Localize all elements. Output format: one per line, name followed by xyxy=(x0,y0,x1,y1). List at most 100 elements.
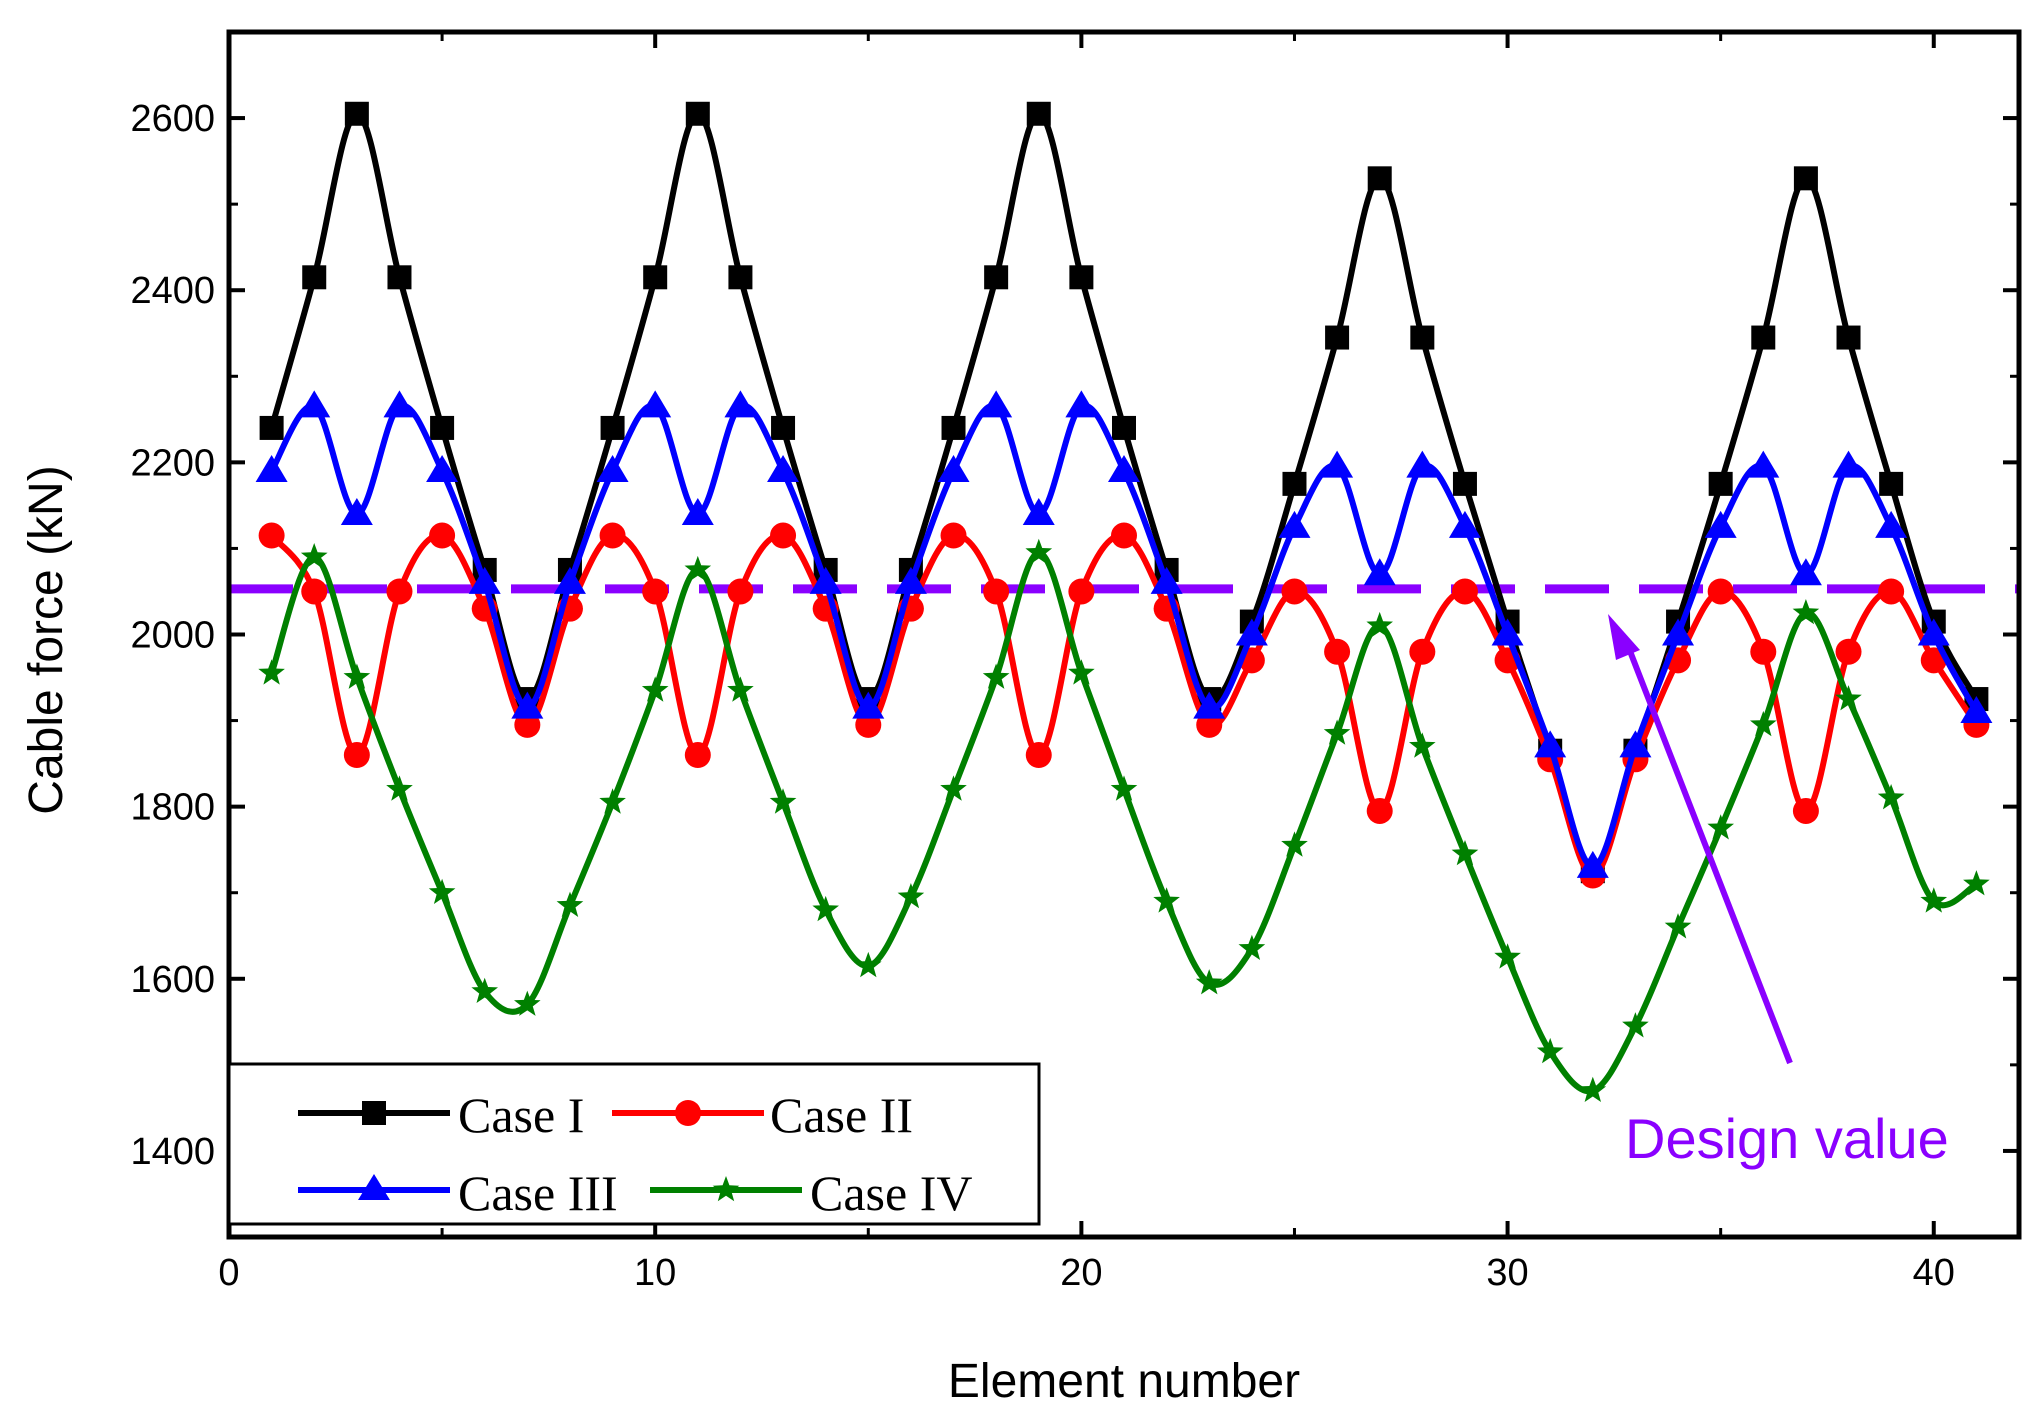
point-case-i-20 xyxy=(1069,265,1094,290)
point-case-iv-41 xyxy=(1963,870,1990,896)
legend-entry-case-i: Case I xyxy=(298,1087,584,1143)
point-case-iv-34 xyxy=(1664,913,1692,939)
point-case-i-10 xyxy=(643,265,668,290)
point-case-iv-18 xyxy=(982,663,1010,689)
point-case-ii-10 xyxy=(642,578,669,605)
point-case-iii-25 xyxy=(1278,510,1311,538)
point-case-i-21 xyxy=(1112,415,1136,440)
point-case-iv-5 xyxy=(428,878,456,904)
point-case-iii-14 xyxy=(809,566,842,594)
point-case-i-11 xyxy=(685,101,710,126)
point-case-iv-4 xyxy=(386,775,413,801)
point-case-i-39 xyxy=(1879,471,1904,496)
point-case-iii-16 xyxy=(894,566,927,594)
x-tick-label: 20 xyxy=(1060,1252,1102,1294)
point-case-ii-5 xyxy=(429,522,456,549)
legend-marker-case-iv xyxy=(712,1176,740,1202)
point-case-i-18 xyxy=(984,265,1009,290)
x-tick-label: 10 xyxy=(634,1252,676,1294)
series-case-i xyxy=(259,101,1989,884)
design-value-arrow-head xyxy=(1608,614,1640,660)
point-case-iv-20 xyxy=(1068,659,1095,685)
point-case-i-13 xyxy=(771,415,796,440)
point-case-i-17 xyxy=(941,415,966,440)
x-tick-label: 0 xyxy=(218,1252,239,1294)
legend-entry-case-iii: Case III xyxy=(298,1165,618,1221)
point-case-iv-2 xyxy=(300,543,328,569)
point-case-iii-15 xyxy=(852,691,885,719)
point-case-iii-20 xyxy=(1065,390,1098,418)
point-case-ii-25 xyxy=(1281,578,1308,605)
point-case-iv-37 xyxy=(1792,599,1820,625)
point-case-i-36 xyxy=(1751,325,1776,350)
point-case-iii-40 xyxy=(1917,618,1950,646)
y-tick-label: 2000 xyxy=(130,615,215,657)
point-case-iv-7 xyxy=(514,990,541,1016)
point-case-iii-12 xyxy=(724,390,757,418)
legend-marker-case-ii xyxy=(675,1100,701,1126)
point-case-iii-34 xyxy=(1662,618,1695,646)
point-case-iii-29 xyxy=(1448,510,1481,538)
point-case-iv-14 xyxy=(812,895,839,922)
point-case-iii-18 xyxy=(980,390,1013,418)
legend-label-case-iii: Case III xyxy=(458,1165,618,1221)
y-tick-label: 2400 xyxy=(130,270,215,312)
point-case-iii-8 xyxy=(553,566,586,594)
point-case-i-29 xyxy=(1452,471,1477,496)
point-case-iv-15 xyxy=(855,951,882,978)
point-case-iv-33 xyxy=(1622,1012,1649,1038)
point-case-iv-11 xyxy=(684,555,712,582)
point-case-ii-36 xyxy=(1750,638,1777,665)
point-case-ii-38 xyxy=(1835,638,1862,665)
point-case-iii-23 xyxy=(1193,691,1226,719)
y-axis-title: Cable force (kN) xyxy=(20,465,73,814)
legend-marker-case-iii xyxy=(358,1174,390,1200)
point-case-iv-36 xyxy=(1750,710,1777,737)
point-case-iii-10 xyxy=(639,390,672,418)
point-case-iii-13 xyxy=(767,454,800,482)
point-case-i-3 xyxy=(344,101,369,126)
point-case-iii-19 xyxy=(1022,498,1055,525)
y-tick-label: 1400 xyxy=(130,1131,215,1173)
point-case-iii-37 xyxy=(1789,558,1822,586)
point-case-i-5 xyxy=(430,415,455,440)
design-value-arrow-shaft xyxy=(1625,644,1793,1065)
point-case-i-25 xyxy=(1282,471,1307,496)
point-case-iv-16 xyxy=(897,883,925,909)
point-case-iv-22 xyxy=(1153,887,1180,913)
point-case-iii-4 xyxy=(383,390,416,418)
point-case-ii-20 xyxy=(1068,578,1095,605)
point-case-iii-33 xyxy=(1619,730,1652,758)
x-tick-label: 30 xyxy=(1486,1252,1528,1294)
point-case-iv-10 xyxy=(641,676,669,702)
point-case-iii-38 xyxy=(1832,450,1865,478)
point-case-ii-2 xyxy=(301,578,328,605)
y-tick-label: 1800 xyxy=(130,787,215,829)
point-case-iv-23 xyxy=(1195,969,1223,995)
point-case-iv-13 xyxy=(769,788,797,814)
point-case-ii-19 xyxy=(1025,742,1052,768)
series-layer xyxy=(255,101,1993,1102)
x-axis-title: Element number xyxy=(948,1355,1300,1408)
point-case-iv-1 xyxy=(258,659,285,685)
point-case-ii-13 xyxy=(770,522,797,549)
point-case-ii-3 xyxy=(343,742,370,768)
point-case-iii-36 xyxy=(1747,450,1780,478)
point-case-i-27 xyxy=(1367,166,1392,191)
point-case-i-12 xyxy=(728,265,753,290)
point-case-iv-38 xyxy=(1835,685,1862,711)
point-case-iv-32 xyxy=(1579,1076,1607,1102)
point-case-iv-28 xyxy=(1409,732,1436,758)
point-case-ii-9 xyxy=(599,522,626,549)
point-case-iii-6 xyxy=(468,566,501,594)
legend-marker-case-i xyxy=(362,1101,386,1125)
point-case-iii-31 xyxy=(1534,730,1567,758)
point-case-iii-22 xyxy=(1150,566,1183,594)
point-case-iii-2 xyxy=(298,390,331,418)
point-case-iii-17 xyxy=(937,454,970,482)
point-case-iv-30 xyxy=(1494,943,1521,969)
point-case-i-28 xyxy=(1410,325,1435,350)
point-case-iv-9 xyxy=(599,788,626,814)
point-case-ii-37 xyxy=(1792,797,1819,824)
point-case-ii-28 xyxy=(1409,638,1436,665)
